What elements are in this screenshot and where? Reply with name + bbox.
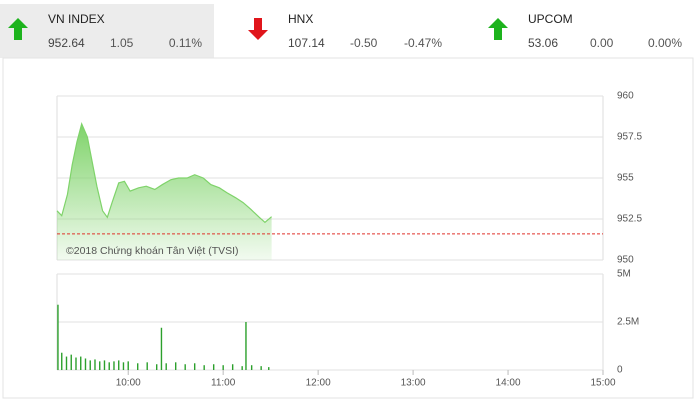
index-percent: 0.00% — [648, 36, 682, 50]
index-change: 0.00 — [590, 36, 614, 50]
volume-bar — [99, 361, 101, 370]
volume-bar — [203, 365, 205, 370]
volume-bar — [113, 361, 115, 370]
x-tick-label: 11:00 — [211, 378, 236, 389]
volume-bar — [212, 364, 215, 370]
volume-bar — [127, 361, 129, 370]
volume-bar — [122, 362, 125, 370]
volume-bar — [103, 360, 106, 370]
index-value: 952.64 — [48, 36, 85, 50]
x-tick-label: 12:00 — [306, 378, 331, 389]
direction-arrow — [488, 18, 508, 40]
y-tick-label: 2.5M — [617, 317, 639, 328]
volume-bar — [160, 327, 163, 370]
volume-bar — [250, 365, 253, 370]
volume-bar — [137, 363, 139, 370]
volume-bar — [118, 360, 120, 370]
volume-bar — [241, 366, 243, 370]
direction-arrow — [248, 18, 268, 40]
volume-bar — [75, 357, 77, 370]
index-change: 1.05 — [110, 36, 134, 50]
index-value: 53.06 — [528, 36, 558, 50]
volume-bar — [260, 366, 262, 370]
y-tick-label: 0 — [617, 365, 623, 376]
index-name: VN INDEX — [48, 12, 105, 26]
index-percent: 0.11% — [169, 36, 202, 50]
volume-bar — [57, 304, 59, 370]
price-area — [57, 123, 272, 260]
volume-bar — [245, 322, 247, 370]
y-tick-label: 957.5 — [617, 132, 642, 143]
index-name: UPCOM — [528, 12, 573, 26]
volume-bar — [146, 362, 148, 370]
active-tab[interactable] — [0, 4, 214, 58]
index-value: 107.14 — [288, 36, 325, 50]
volume-bar — [165, 363, 167, 370]
panel — [2, 57, 694, 399]
x-tick-label: 13:00 — [401, 378, 426, 389]
volume-bar — [108, 362, 110, 370]
index-change: -0.50 — [350, 36, 378, 50]
direction-arrow — [8, 18, 28, 40]
volume-bar — [94, 359, 96, 370]
volume-bar — [222, 365, 224, 370]
volume-bar — [65, 356, 68, 370]
volume-bar — [268, 367, 270, 370]
volume-bar — [184, 364, 186, 370]
volume-bar — [84, 358, 87, 370]
index-percent: -0.47% — [404, 36, 442, 50]
annotation: ©2018 Chứng khoán Tân Việt (TVSI) — [66, 245, 239, 257]
y-tick-label: 5M — [617, 269, 631, 280]
y-tick-label: 960 — [617, 91, 634, 102]
volume-bar — [89, 360, 91, 370]
volume-bar — [231, 364, 234, 370]
x-tick-label: 14:00 — [496, 378, 521, 389]
y-tick-label: 952.5 — [617, 214, 642, 225]
volume-bar — [193, 363, 196, 370]
price-line — [56, 122, 272, 224]
volume-bar — [80, 356, 82, 370]
index-name: HNX — [288, 12, 313, 26]
y-tick-label: 955 — [617, 173, 634, 184]
x-tick-label: 10:00 — [116, 378, 141, 389]
volume-bar — [61, 352, 63, 370]
volume-bar — [174, 362, 177, 370]
volume-bar — [70, 354, 72, 370]
x-tick-label: 15:00 — [590, 378, 615, 389]
y-tick-label: 950 — [617, 255, 634, 266]
volume-bar — [156, 364, 158, 370]
